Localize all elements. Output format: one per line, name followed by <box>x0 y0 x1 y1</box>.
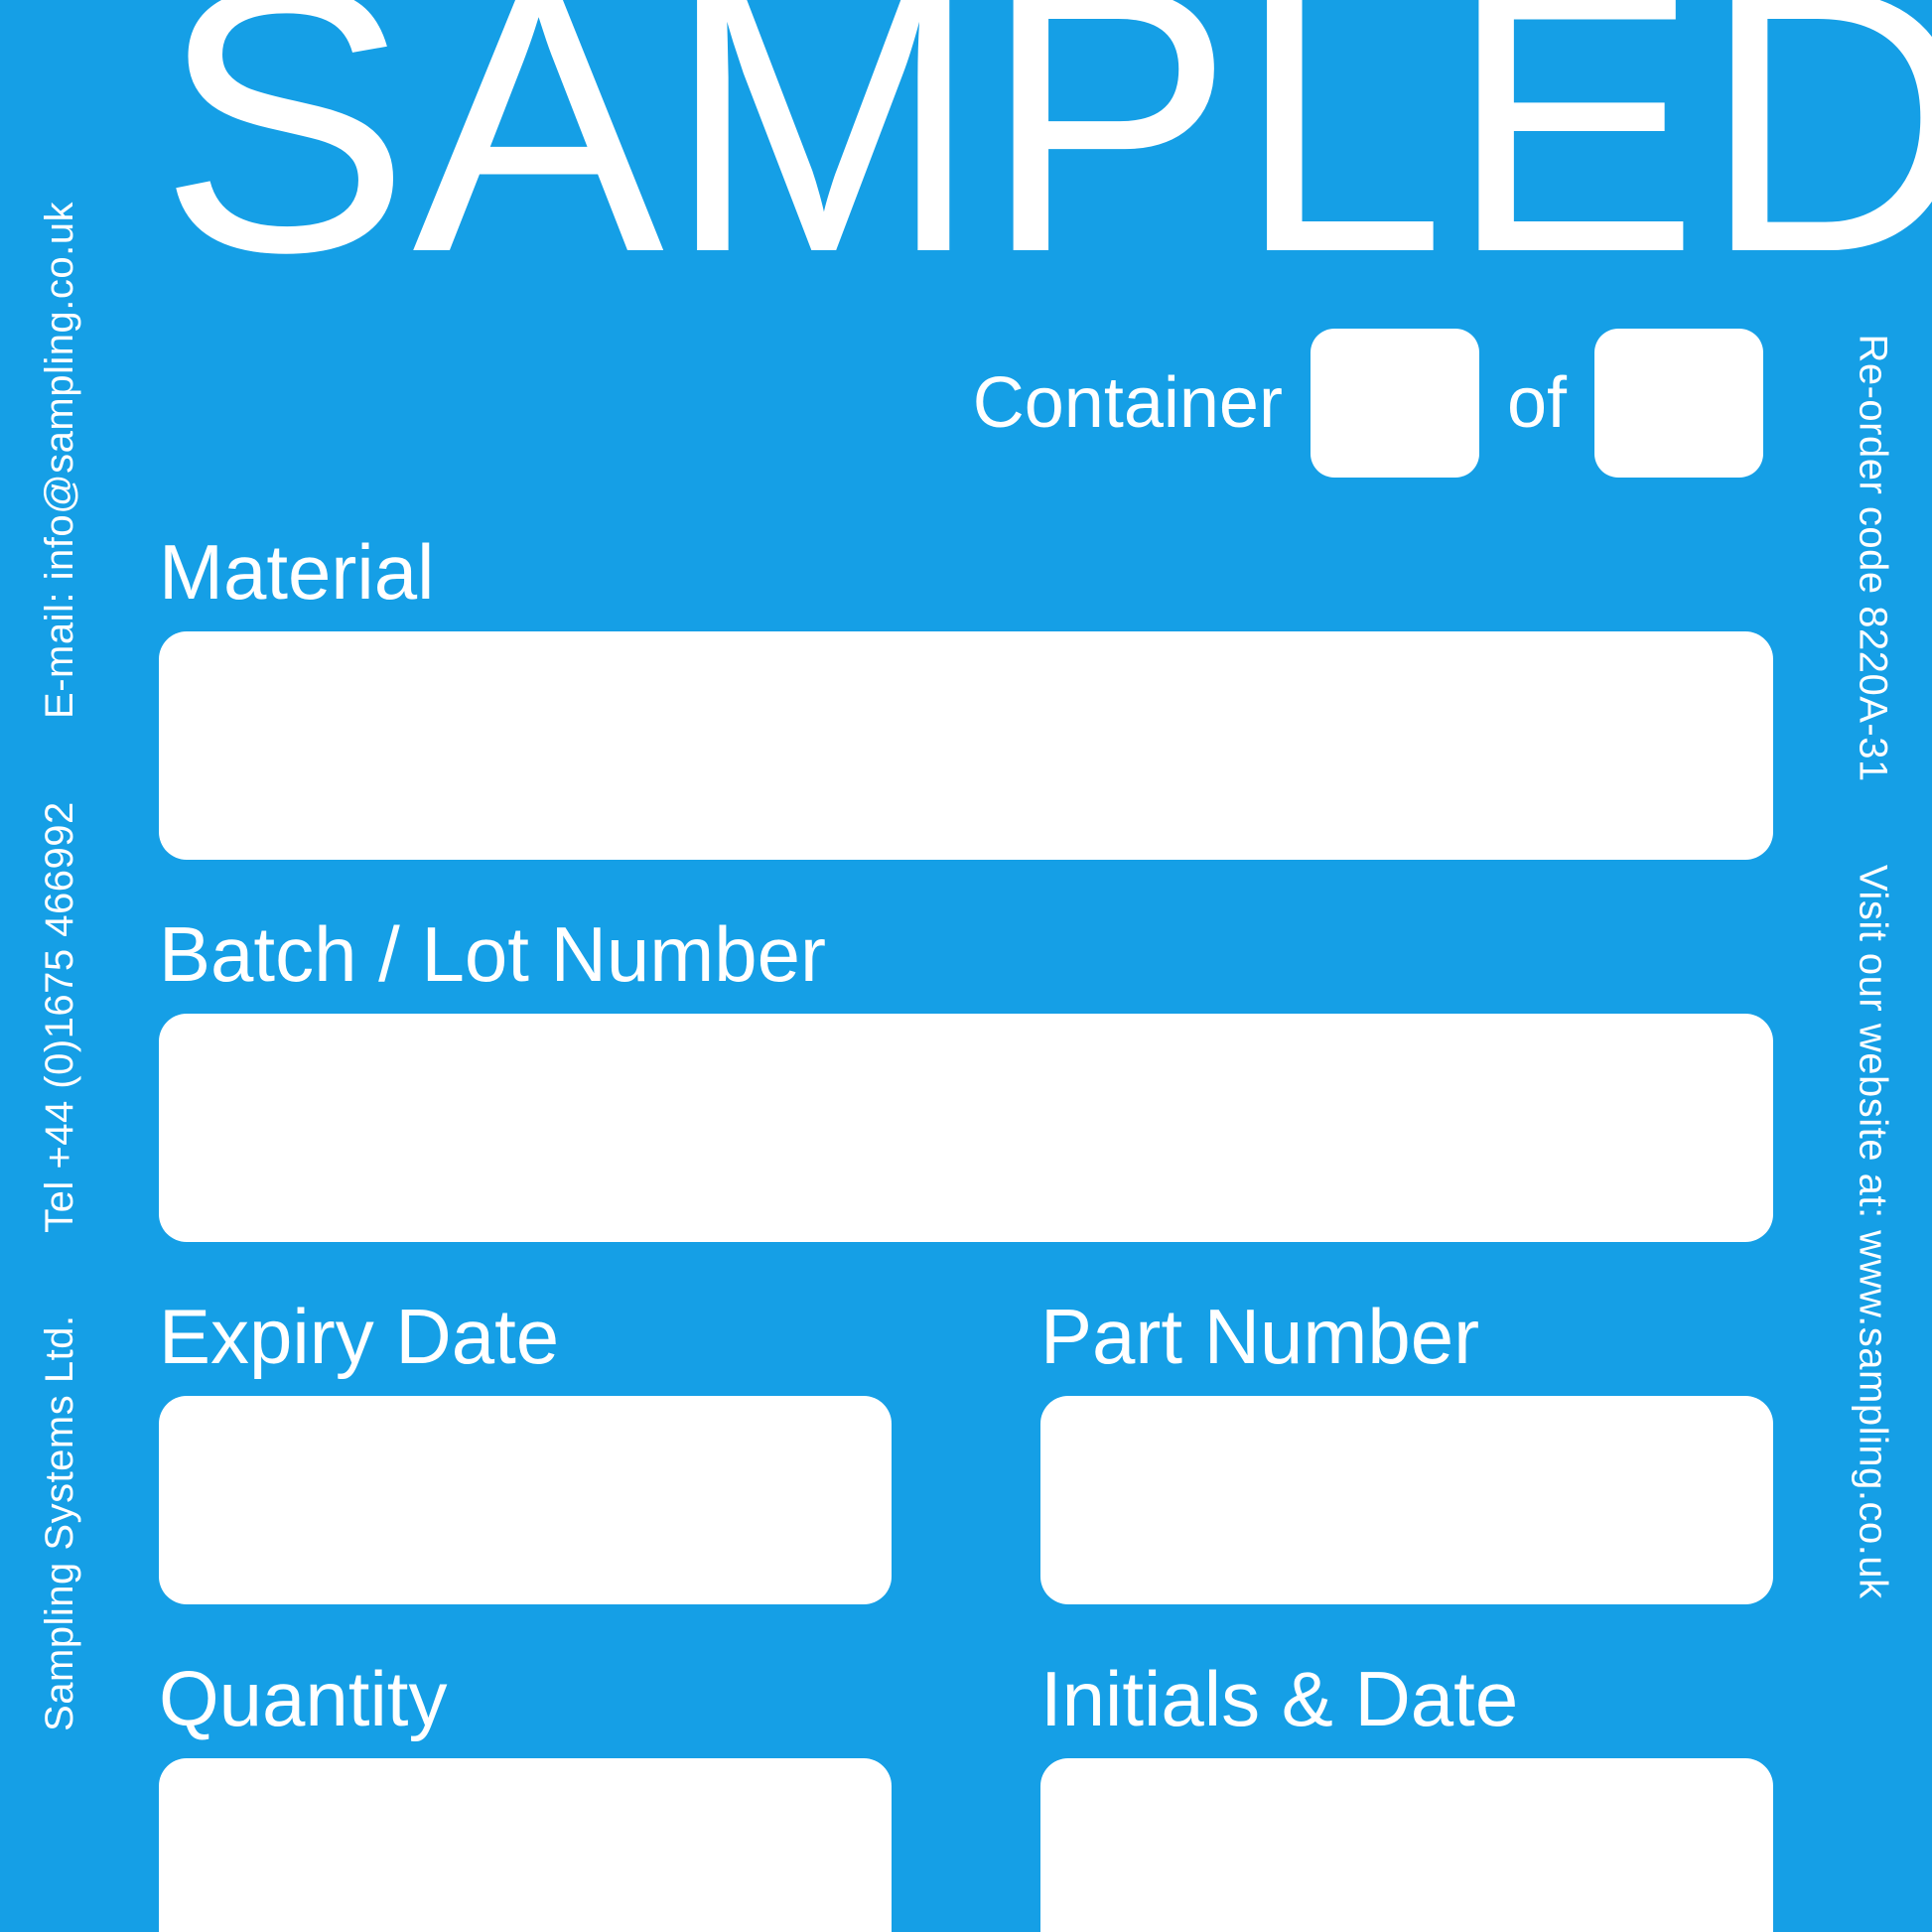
container-number-input[interactable] <box>1311 329 1479 478</box>
part-number-input[interactable] <box>1040 1396 1773 1604</box>
left-side-text: Sampling Systems Ltd. Tel +44 (0)1675 46… <box>38 202 82 1731</box>
quantity-label: Quantity <box>159 1654 892 1744</box>
website: Visit our website at: www.sampling.co.uk <box>1852 864 1895 1598</box>
expiry-date-input[interactable] <box>159 1396 892 1604</box>
part-number-label: Part Number <box>1040 1292 1773 1382</box>
telephone: Tel +44 (0)1675 466992 <box>38 801 81 1233</box>
initials-date-label: Initials & Date <box>1040 1654 1773 1744</box>
material-input[interactable] <box>159 631 1773 860</box>
left-side-rail: Sampling Systems Ltd. Tel +44 (0)1675 46… <box>0 0 119 1932</box>
initials-date-input[interactable] <box>1040 1758 1773 1932</box>
quantity-input[interactable] <box>159 1758 892 1932</box>
label-title: SAMPLED <box>159 0 1773 299</box>
expiry-date-label: Expiry Date <box>159 1292 892 1382</box>
container-row: Container of <box>159 329 1773 478</box>
container-label: Container <box>973 362 1283 444</box>
material-label: Material <box>159 527 1773 618</box>
label-content: SAMPLED Container of Material Batch / Lo… <box>159 0 1773 1932</box>
sampled-label-card: Sampling Systems Ltd. Tel +44 (0)1675 46… <box>0 0 1932 1932</box>
email: E-mail: info@sampling.co.uk <box>38 202 81 719</box>
batch-lot-label: Batch / Lot Number <box>159 909 1773 1000</box>
reorder-code: Re-order code 8220A-31 <box>1852 334 1895 781</box>
right-side-text: Re-order code 8220A-31 Visit our website… <box>1851 334 1895 1598</box>
batch-lot-input[interactable] <box>159 1014 1773 1242</box>
container-total-input[interactable] <box>1594 329 1763 478</box>
container-of-label: of <box>1507 362 1567 444</box>
company-name: Sampling Systems Ltd. <box>38 1314 81 1731</box>
